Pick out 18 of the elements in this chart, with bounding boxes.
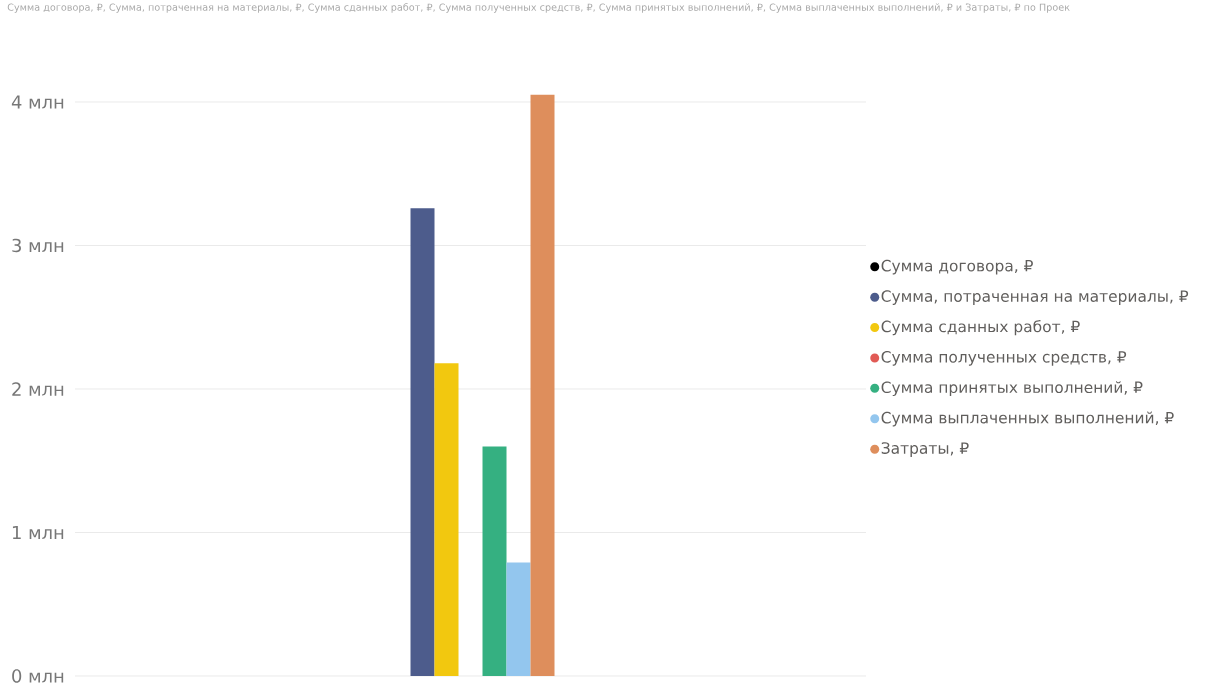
y-tick-label: 0 млн (12, 669, 64, 683)
legend-label: Сумма принятых выполнений, ₽ (881, 381, 1143, 397)
bar (506, 562, 531, 676)
bar (434, 363, 459, 676)
y-tick-label: 4 млн (11, 95, 64, 109)
legend-label: Сумма выплаченных выполнений, ₽ (881, 411, 1174, 427)
chart-title: Сумма договора, ₽, Сумма, потраченная на материалы, ₽, Сумма сданных работ, ₽, Сумма полученных средств, ₽, Сумма принятых выполнений, ₽, Сумма выплаченных выполнений, ₽ и Затраты, ₽ по Проек (7, 3, 1070, 13)
legend-label: Затраты, ₽ (881, 442, 969, 457)
y-tick-label: 2 млн (12, 382, 64, 396)
bar (530, 94, 555, 676)
legend-label: Сумма, потраченная на материалы, ₽ (881, 290, 1189, 305)
y-tick-label: 3 млн (12, 238, 64, 253)
bar (410, 208, 435, 676)
bar (482, 446, 507, 676)
y-tick-label: 1 млн (12, 525, 64, 540)
legend-label: Сумма договора, ₽ (881, 259, 1033, 275)
legend-label: Сумма сданных работ, ₽ (881, 320, 1080, 336)
legend-label: Сумма полученных средств, ₽ (881, 351, 1127, 366)
